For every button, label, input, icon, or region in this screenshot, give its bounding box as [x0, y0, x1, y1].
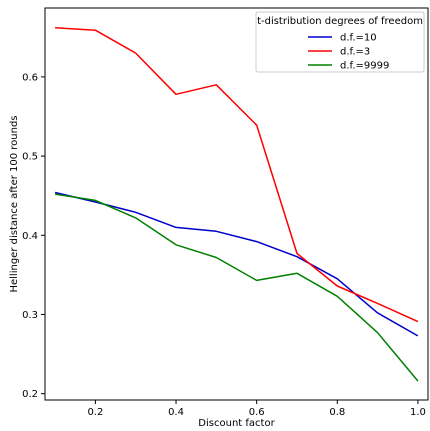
x-tick-label: 0.2 — [87, 407, 103, 418]
x-axis: 0.2 0.4 0.6 0.8 1.0 — [87, 400, 426, 418]
x-tick-label: 0.8 — [329, 407, 345, 418]
legend-box — [255, 11, 425, 73]
series-line-0 — [54, 191, 419, 337]
y-tick-label: 0.5 — [22, 152, 38, 163]
series-line-2 — [54, 193, 419, 382]
plot-marks — [54, 27, 419, 382]
x-tick-label: 1.0 — [410, 407, 426, 418]
legend-label-1: d.f.=3 — [340, 47, 370, 58]
x-tick-label: 0.4 — [168, 407, 184, 418]
legend-title: t-distribution degrees of freedom — [257, 16, 423, 27]
x-axis-label: Discount factor — [198, 418, 275, 429]
y-axis: 0.2 0.3 0.4 0.5 0.6 — [22, 72, 45, 400]
legend-label-0: d.f.=10 — [340, 33, 377, 44]
y-tick-label: 0.6 — [22, 72, 38, 83]
series-line-1 — [55, 27, 419, 323]
legend: t-distribution degrees of freedom d.f.=1… — [255, 11, 425, 73]
x-tick-label: 0.6 — [249, 407, 265, 418]
y-tick-label: 0.2 — [22, 389, 38, 400]
y-tick-label: 0.4 — [22, 231, 38, 242]
y-tick-label: 0.3 — [22, 310, 38, 321]
legend-entries: d.f.=10 d.f.=3 d.f.=9999 — [308, 33, 389, 72]
plot-frame — [44, 7, 429, 401]
y-axis-label: Hellinger distance after 100 rounds — [9, 115, 20, 292]
legend-label-2: d.f.=9999 — [340, 61, 389, 72]
